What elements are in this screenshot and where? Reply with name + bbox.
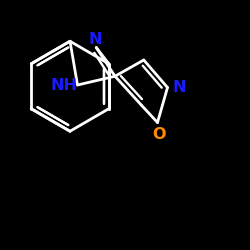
- Text: N: N: [173, 80, 186, 95]
- Text: NH: NH: [50, 78, 77, 92]
- Text: O: O: [152, 127, 166, 142]
- Text: N: N: [88, 32, 102, 47]
